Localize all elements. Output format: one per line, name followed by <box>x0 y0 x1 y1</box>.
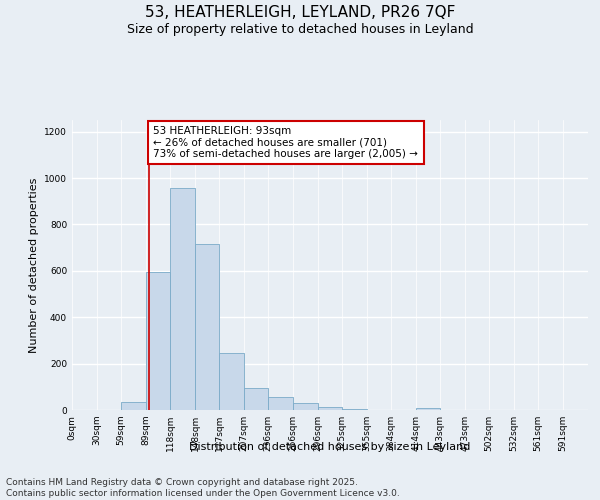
Bar <box>416 408 440 410</box>
Bar <box>195 244 219 410</box>
Text: Contains HM Land Registry data © Crown copyright and database right 2025.
Contai: Contains HM Land Registry data © Crown c… <box>6 478 400 498</box>
Bar <box>244 388 268 410</box>
Bar <box>293 403 318 410</box>
Bar <box>219 353 244 410</box>
Bar <box>268 397 293 410</box>
Bar <box>318 406 342 410</box>
Y-axis label: Number of detached properties: Number of detached properties <box>29 178 38 352</box>
Bar <box>170 188 195 410</box>
Bar <box>146 272 170 410</box>
Text: Size of property relative to detached houses in Leyland: Size of property relative to detached ho… <box>127 22 473 36</box>
Text: 53, HEATHERLEIGH, LEYLAND, PR26 7QF: 53, HEATHERLEIGH, LEYLAND, PR26 7QF <box>145 5 455 20</box>
Bar <box>121 402 146 410</box>
Bar <box>342 409 367 410</box>
Text: 53 HEATHERLEIGH: 93sqm
← 26% of detached houses are smaller (701)
73% of semi-de: 53 HEATHERLEIGH: 93sqm ← 26% of detached… <box>154 126 418 159</box>
Text: Distribution of detached houses by size in Leyland: Distribution of detached houses by size … <box>190 442 470 452</box>
